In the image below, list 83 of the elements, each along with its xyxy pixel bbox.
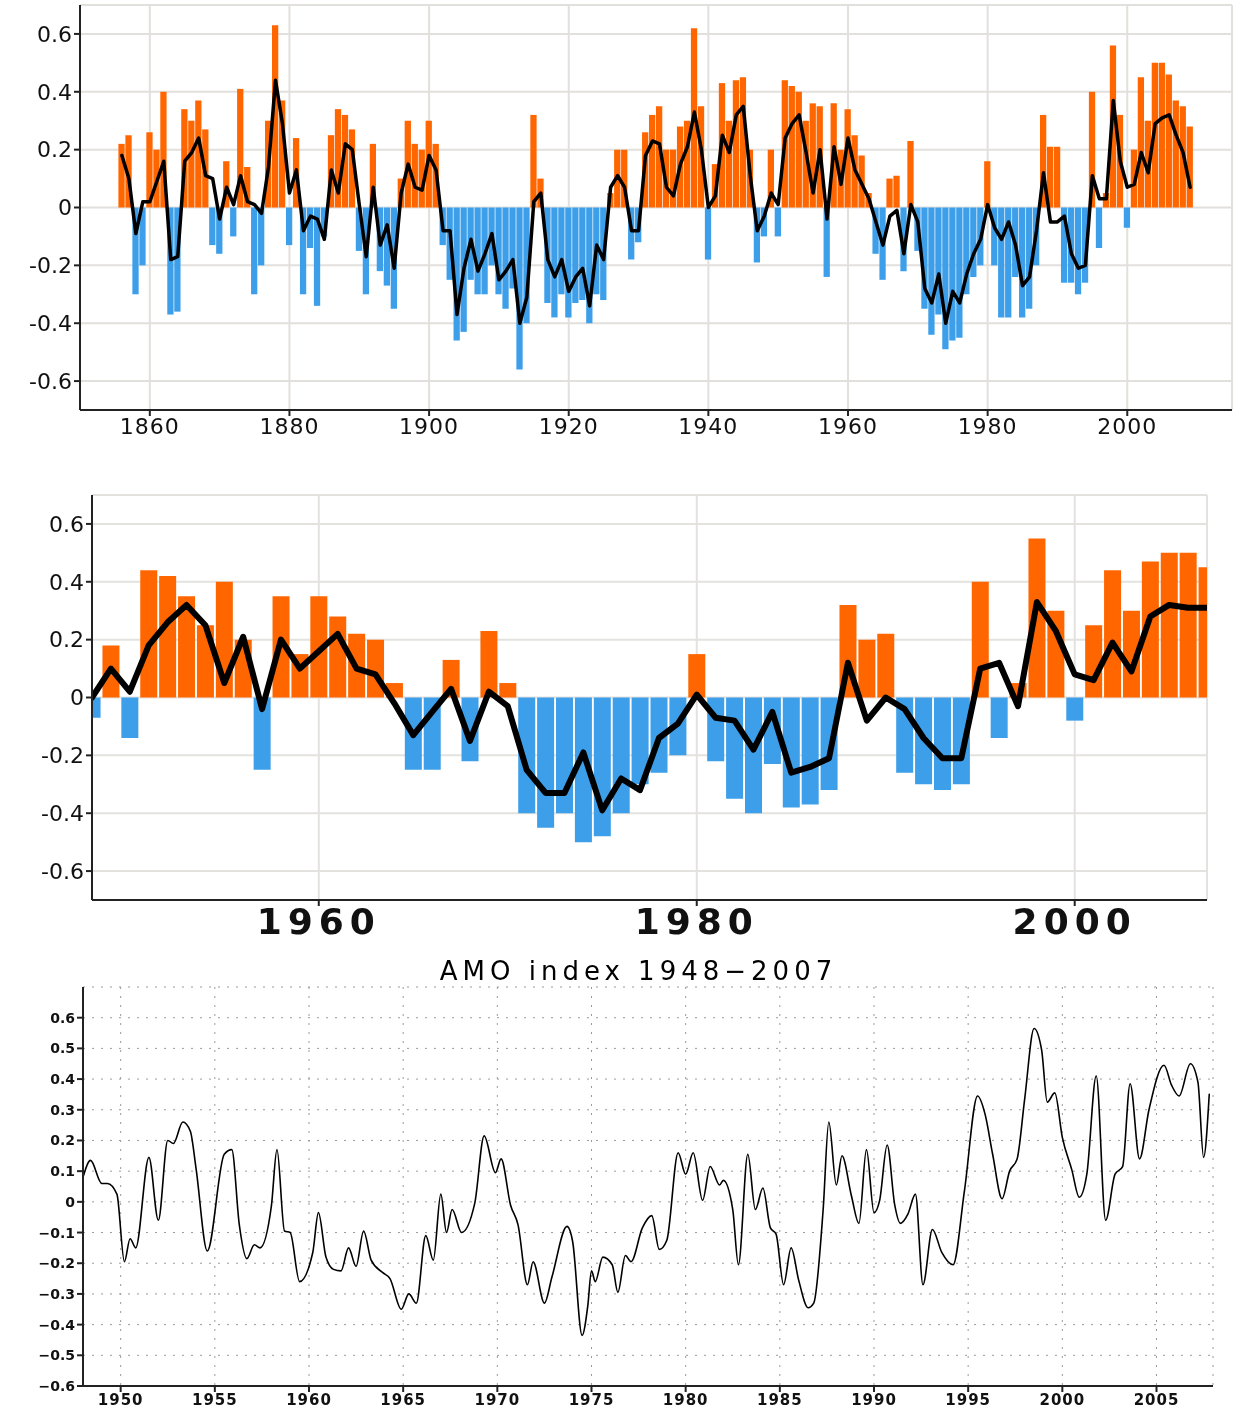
x-tick-label: 1975 — [568, 1390, 615, 1409]
x-tick-label: 1980 — [634, 900, 759, 942]
y-tick-label: -0.6 — [29, 368, 72, 394]
x-tick-label: 1965 — [380, 1390, 427, 1409]
bar — [285, 207, 293, 246]
bar — [121, 697, 139, 738]
bar — [1141, 561, 1159, 698]
y-tick-label: −0.5 — [38, 1347, 75, 1364]
x-tick-label: 1960 — [286, 1390, 332, 1409]
bar — [1095, 207, 1103, 248]
x-tick-label: 1900 — [399, 413, 460, 439]
bar — [877, 633, 895, 698]
bar — [178, 596, 196, 698]
bar — [1104, 570, 1122, 698]
bar — [990, 697, 1008, 738]
y-tick-label: −0.1 — [38, 1224, 75, 1241]
bar — [253, 697, 271, 770]
bar — [688, 654, 706, 698]
y-tick-label: -0.4 — [29, 311, 72, 337]
bar — [704, 207, 712, 260]
y-tick-label: 0.5 — [50, 1040, 75, 1057]
y-tick-label: 0.2 — [49, 627, 84, 653]
x-tick-label: 1995 — [945, 1390, 992, 1409]
bar — [612, 697, 630, 814]
bar — [774, 207, 781, 237]
bar — [984, 161, 991, 208]
y-tick-label: 0.2 — [50, 1132, 75, 1149]
bar — [537, 697, 555, 828]
x-tick-label: 2005 — [1133, 1390, 1180, 1409]
y-tick-label: -0.2 — [41, 743, 84, 769]
y-tick-label: 0.4 — [49, 569, 84, 595]
x-tick-label: 2000 — [1012, 900, 1137, 942]
x-tick-label: 1880 — [259, 413, 320, 439]
line-series — [83, 1027, 1211, 1337]
x-tick-label: 1960 — [818, 413, 878, 439]
y-tick-label: −0.2 — [38, 1255, 75, 1272]
chart-title: AMO index 1948−2007 — [438, 955, 839, 987]
x-tick-label: 1985 — [756, 1390, 803, 1409]
y-tick-label: 0.3 — [50, 1101, 75, 1118]
y-tick-label: 0.6 — [49, 511, 84, 537]
x-tick-label: 1860 — [119, 413, 180, 439]
y-tick-label: -0.2 — [29, 253, 72, 279]
bar — [159, 576, 177, 698]
x-tick-label: 1980 — [957, 413, 1018, 439]
x-tick-label: 2000 — [1039, 1390, 1086, 1409]
y-tick-label: -0.4 — [41, 801, 84, 827]
bar — [726, 697, 744, 799]
bar — [907, 140, 914, 208]
x-tick-label: 2000 — [1097, 413, 1158, 439]
y-tick-label: 0 — [65, 1193, 76, 1210]
y-tick-label: −0.3 — [38, 1285, 75, 1302]
y-tick-label: 0 — [58, 195, 72, 221]
bar — [230, 207, 237, 237]
bar — [1123, 207, 1131, 228]
line-series — [120, 78, 1192, 325]
y-tick-label: 0.6 — [37, 21, 72, 47]
x-tick-label: 1955 — [191, 1390, 238, 1409]
y-tick-label: 0.4 — [50, 1071, 76, 1088]
x-tick-label: 1950 — [97, 1390, 144, 1409]
y-tick-label: -0.6 — [41, 858, 84, 884]
y-tick-label: −0.4 — [38, 1316, 76, 1333]
bar — [310, 596, 328, 698]
y-tick-label: 0 — [70, 685, 84, 711]
x-tick-label: 1960 — [256, 900, 381, 942]
y-tick-label: 0.4 — [37, 79, 72, 105]
y-tick-label: 0.2 — [37, 137, 72, 163]
x-tick-label: 1920 — [538, 413, 599, 439]
bar — [858, 639, 876, 698]
bar — [631, 697, 649, 785]
bar — [1066, 697, 1084, 721]
bar — [1160, 552, 1178, 698]
bar — [556, 697, 574, 814]
bar — [801, 697, 819, 805]
x-tick-label: 1940 — [678, 413, 739, 439]
x-tick-label: 1970 — [474, 1390, 521, 1409]
y-tick-label: 0.1 — [50, 1163, 75, 1180]
bar — [933, 697, 951, 791]
x-tick-label: 1980 — [662, 1390, 709, 1409]
y-tick-label: 0.6 — [50, 1009, 75, 1026]
y-tick-label: −0.6 — [38, 1377, 75, 1394]
bar — [499, 683, 517, 698]
bar — [480, 630, 498, 698]
x-tick-label: 1990 — [851, 1390, 897, 1409]
